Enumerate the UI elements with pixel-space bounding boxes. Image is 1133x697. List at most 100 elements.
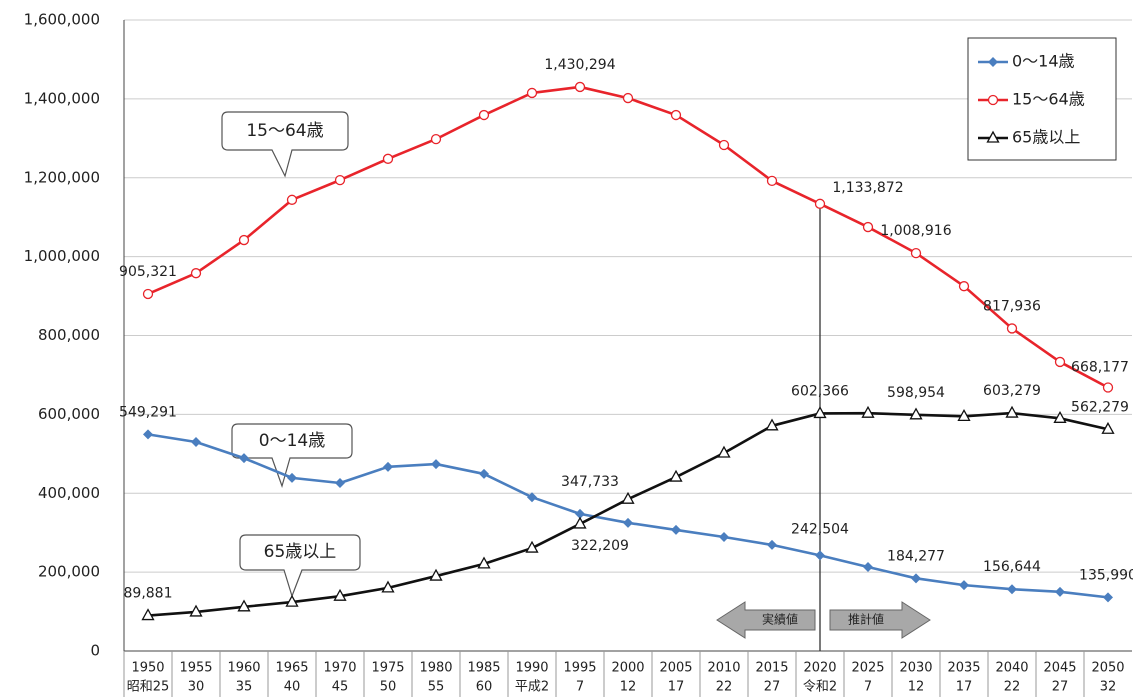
point (287, 472, 297, 483)
point (622, 92, 634, 104)
point (1007, 584, 1017, 595)
x-era-label: 60 (476, 680, 493, 695)
point (1103, 592, 1113, 603)
x-era-label: 55 (428, 680, 445, 695)
point (286, 194, 298, 205)
data-label: 603,279 (983, 383, 1041, 399)
annotation: 推計値 (848, 612, 884, 627)
point (909, 407, 923, 420)
point (670, 109, 682, 121)
x-era-label: 32 (1100, 680, 1117, 695)
point (813, 406, 827, 419)
point (717, 445, 731, 458)
point (623, 517, 633, 528)
point (958, 281, 970, 292)
legend-label: 15～64歳 (1012, 90, 1085, 109)
point (383, 461, 393, 472)
x-tick-label: 1980 (419, 661, 452, 676)
x-tick-label: 1990 (515, 661, 548, 676)
x-tick-label: 2040 (995, 661, 1028, 676)
point (911, 573, 921, 584)
point (382, 153, 394, 164)
x-tick-label: 1950 (131, 661, 164, 676)
data-label: 156,644 (983, 559, 1041, 575)
data-label: 1,008,916 (880, 223, 951, 239)
x-tick-label: 2025 (851, 661, 884, 676)
point (189, 604, 203, 617)
data-label: 135,990 (1079, 567, 1133, 583)
y-tick-label: 1,600,000 (24, 11, 100, 29)
data-label: 817,936 (983, 298, 1041, 314)
callout-box (239, 534, 361, 598)
point (767, 539, 777, 550)
y-tick-label: 1,200,000 (24, 168, 100, 186)
x-tick-label: 1975 (371, 661, 404, 676)
point (574, 81, 586, 93)
data-label: 89,881 (124, 586, 173, 602)
data-label: 549,291 (119, 404, 177, 420)
point (863, 561, 873, 572)
x-tick-label: 2030 (899, 661, 932, 676)
x-era-label: 27 (764, 680, 781, 695)
data-label: 905,321 (119, 264, 177, 280)
legend-label: 65歳以上 (1012, 128, 1080, 147)
point (718, 139, 730, 151)
y-tick-label: 0 (90, 642, 100, 660)
data-label: 598,954 (887, 385, 945, 401)
x-tick-label: 1995 (563, 661, 596, 676)
point (527, 492, 537, 503)
x-era-label: 45 (332, 680, 349, 695)
point (191, 436, 201, 447)
data-label: 602,366 (791, 383, 849, 399)
callout-label: 15～64歳 (246, 121, 323, 141)
callout-box (231, 423, 353, 488)
point (335, 477, 345, 488)
x-tick-label: 1970 (323, 661, 356, 676)
point (525, 540, 539, 553)
arrow-projected (829, 601, 931, 639)
arrow-actual (716, 601, 816, 639)
data-label: 242,504 (791, 521, 849, 537)
point (239, 453, 249, 464)
point (238, 234, 250, 246)
point (141, 608, 155, 621)
data-label: 184,277 (887, 548, 945, 564)
y-tick-label: 1,400,000 (24, 89, 100, 107)
data-label: 1,133,872 (832, 180, 903, 196)
x-era-label: 17 (668, 680, 685, 695)
x-era-label: 27 (1052, 680, 1069, 695)
point (1101, 421, 1115, 434)
data-label: 347,733 (561, 474, 619, 490)
point (671, 524, 681, 535)
x-tick-label: 2005 (659, 661, 692, 676)
legend-label: 0～14歳 (1012, 52, 1075, 71)
point (285, 594, 299, 607)
x-era-label: 22 (1004, 680, 1021, 695)
point (526, 87, 538, 99)
x-tick-label: 2035 (947, 661, 980, 676)
data-label: 562,279 (1071, 399, 1129, 415)
point (190, 268, 202, 279)
point (381, 580, 395, 593)
point (765, 418, 779, 431)
point (1055, 586, 1065, 597)
point (429, 568, 443, 581)
data-label: 668,177 (1071, 359, 1129, 375)
point (1102, 382, 1114, 393)
point (573, 516, 587, 529)
x-era-label: 平成2 (515, 680, 549, 695)
point (766, 175, 778, 187)
x-era-label: 50 (380, 680, 397, 695)
point (334, 174, 346, 186)
x-tick-label: 1960 (227, 661, 260, 676)
point (575, 508, 585, 519)
point (142, 288, 154, 300)
x-tick-label: 2050 (1091, 661, 1124, 676)
data-label: 1,430,294 (544, 57, 615, 73)
point (1005, 405, 1019, 418)
point (988, 57, 998, 67)
y-tick-label: 200,000 (38, 563, 100, 581)
y-tick-label: 1,000,000 (24, 247, 100, 265)
point (1006, 323, 1018, 334)
